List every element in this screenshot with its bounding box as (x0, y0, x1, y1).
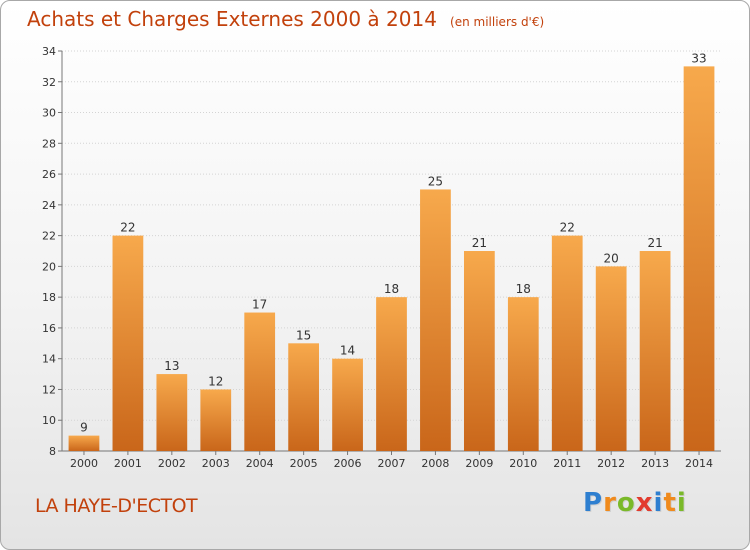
bar (244, 312, 276, 451)
bar (507, 297, 539, 451)
data-label: 13 (164, 359, 179, 373)
y-tick-label: 18 (42, 291, 56, 304)
y-tick-label: 24 (42, 199, 56, 212)
data-label: 18 (384, 282, 399, 296)
logo-letter: t (663, 488, 677, 518)
bar (68, 435, 100, 451)
y-tick-label: 12 (42, 383, 56, 396)
logo-letter: o (616, 488, 636, 518)
y-tick-label: 8 (49, 445, 56, 458)
y-tick-label: 22 (42, 230, 56, 243)
x-tick-label: 2009 (465, 457, 493, 470)
data-label: 15 (296, 328, 311, 342)
x-tick-label: 2013 (641, 457, 669, 470)
title-row: Achats et Charges Externes 2000 à 2014 (… (27, 7, 544, 31)
x-tick-label: 2000 (70, 457, 98, 470)
logo-letter: r (603, 488, 617, 518)
data-label: 22 (120, 221, 135, 235)
bar (376, 297, 407, 451)
labels: 9 22 13 12 17 15 14 18 25 21 18 22 20 21 33 (80, 51, 707, 434)
bar (463, 251, 495, 451)
data-label: 33 (691, 51, 706, 65)
y-tick-label: 14 (42, 353, 56, 366)
x-tick-label: 2002 (158, 457, 186, 470)
y-tick-label: 34 (42, 45, 56, 58)
data-label: 17 (252, 298, 267, 312)
x-tick-label: 2011 (553, 457, 581, 470)
bar (112, 235, 144, 451)
bar (156, 374, 188, 451)
y-tick-label: 10 (42, 414, 56, 427)
x-tick-label: 2004 (246, 457, 274, 470)
logo-letter: x (635, 488, 654, 518)
data-label: 25 (428, 174, 443, 188)
bars (68, 66, 715, 451)
logo-letter: i (653, 488, 664, 518)
data-label: 21 (647, 236, 662, 250)
place-name: LA HAYE-D'ECTOT (35, 495, 198, 517)
y-tick-label: 32 (42, 76, 56, 89)
x-tick-label: 2006 (334, 457, 362, 470)
y-tick-label: 30 (42, 107, 56, 120)
data-label: 12 (208, 374, 223, 388)
bar (595, 266, 627, 451)
data-label: 9 (80, 421, 88, 435)
y-tick-label: 26 (42, 168, 56, 181)
x-tick-label: 2005 (290, 457, 318, 470)
chart-subtitle: (en milliers d'€) (450, 15, 545, 29)
y-tick-label: 16 (42, 322, 56, 335)
data-label: 22 (560, 221, 575, 235)
data-label: 18 (516, 282, 531, 296)
proxiti-logo[interactable]: Proxiti (583, 488, 687, 518)
bar (683, 66, 715, 451)
x-tick-label: 2010 (509, 457, 537, 470)
logo-letter: i (676, 488, 687, 518)
bar (551, 235, 583, 451)
x-tick-label: 2008 (421, 457, 449, 470)
bar (288, 343, 320, 451)
x-tick-label: 2012 (597, 457, 625, 470)
bar (639, 251, 671, 451)
bar (420, 189, 451, 451)
logo-letter: P (583, 488, 604, 518)
y-tick-label: 28 (42, 137, 56, 150)
chart-title: Achats et Charges Externes 2000 à 2014 (27, 7, 437, 31)
x-tick-label: 2007 (378, 457, 406, 470)
bar (332, 358, 363, 451)
x-tick-label: 2014 (685, 457, 713, 470)
data-label: 14 (340, 344, 355, 358)
y-tick-label: 20 (42, 260, 56, 273)
bar (200, 389, 232, 451)
x-tick-label: 2001 (114, 457, 142, 470)
data-label: 20 (604, 251, 619, 265)
data-label: 21 (472, 236, 487, 250)
x-tick-label: 2003 (202, 457, 230, 470)
